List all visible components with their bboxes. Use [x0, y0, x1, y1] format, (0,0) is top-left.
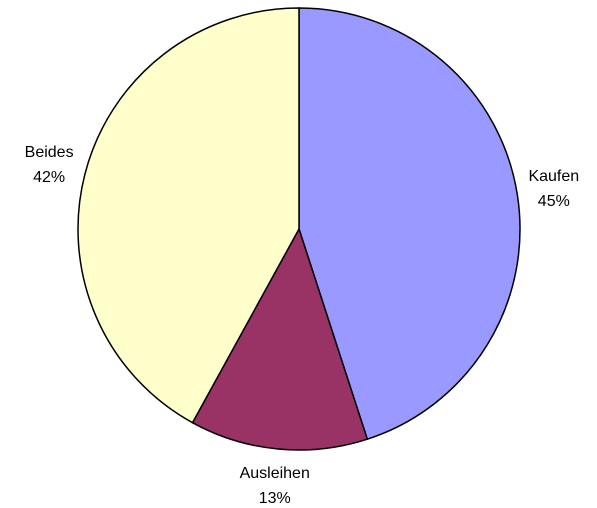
pie-slice	[191, 227, 369, 451]
slice-label: Beides	[25, 144, 74, 161]
slice-label: Kaufen	[528, 168, 579, 185]
pie-slice	[77, 7, 300, 424]
pie-slice	[298, 7, 521, 441]
slice-value-label: 13%	[259, 490, 291, 507]
slice-value-label: 45%	[538, 193, 570, 210]
slice-value-label: 42%	[33, 169, 65, 186]
slice-label: Ausleihen	[240, 465, 310, 482]
